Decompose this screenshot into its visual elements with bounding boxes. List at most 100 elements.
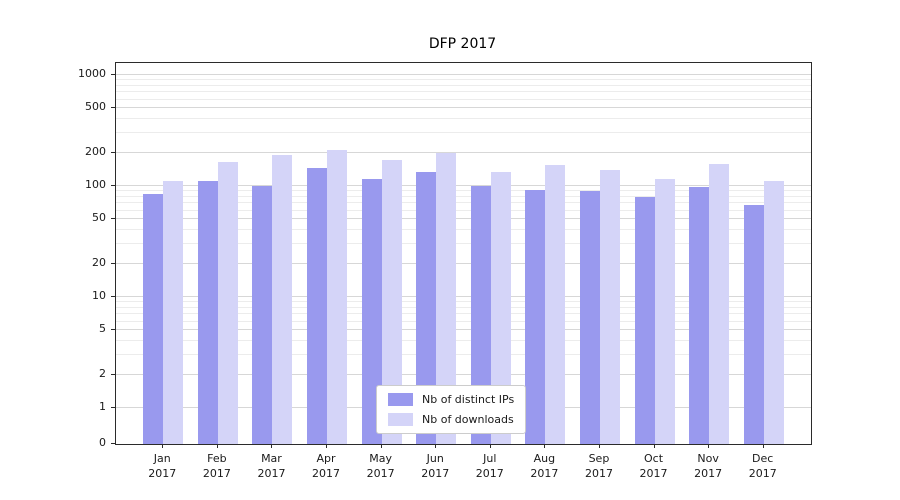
- bar-distinct-ips-sep: [579, 191, 600, 444]
- x-tick-mark: [326, 444, 328, 448]
- y-tick-label: 2: [99, 366, 106, 380]
- y-tick-label: 500: [85, 100, 106, 114]
- y-tick-mark: [111, 218, 115, 220]
- bar-downloads-nov: [709, 163, 730, 444]
- legend-label-downloads: Nb of downloads: [422, 413, 514, 426]
- x-tick-label-oct: Oct 2017: [639, 452, 668, 480]
- x-tick-mark: [544, 444, 546, 448]
- bar-distinct-ips-dec: [743, 204, 764, 444]
- y-tick-mark: [111, 107, 115, 109]
- x-tick-label-dec: Dec 2017: [748, 452, 777, 480]
- x-tick-label-jul: Jul 2017: [475, 452, 504, 480]
- bar-distinct-ips-may: [361, 179, 382, 444]
- gridline-major: [116, 107, 811, 109]
- bar-downloads-jan: [163, 181, 184, 444]
- legend: Nb of distinct IPs Nb of downloads: [376, 385, 527, 434]
- gridline-major: [116, 151, 811, 153]
- bar-downloads-aug: [545, 164, 566, 444]
- y-tick-mark: [111, 262, 115, 264]
- x-tick-label-nov: Nov 2017: [694, 452, 723, 480]
- y-tick-mark: [111, 443, 115, 444]
- y-tick-mark: [111, 407, 115, 408]
- x-tick-mark: [598, 444, 600, 448]
- gridline-minor: [116, 229, 811, 231]
- legend-swatch-downloads: [388, 413, 413, 426]
- legend-label-distinct-ips: Nb of distinct IPs: [422, 393, 515, 406]
- y-tick-label: 50: [92, 211, 106, 225]
- x-tick-mark: [216, 444, 218, 448]
- bar-downloads-apr: [327, 150, 348, 444]
- gridline-major: [116, 373, 811, 375]
- gridline-major: [116, 218, 811, 220]
- bar-downloads-feb: [217, 161, 238, 444]
- x-tick-label-jan: Jan 2017: [148, 452, 177, 480]
- x-tick-mark: [762, 444, 764, 448]
- bar-downloads-may: [381, 160, 402, 444]
- x-tick-label-jun: Jun 2017: [421, 452, 450, 480]
- y-tick-mark: [111, 296, 115, 297]
- x-tick-label-aug: Aug 2017: [530, 452, 559, 480]
- bar-downloads-sep: [599, 169, 620, 444]
- gridline-major: [116, 329, 811, 331]
- y-tick-label: 10: [92, 289, 106, 302]
- y-tick-label: 100: [85, 178, 106, 191]
- legend-swatch-distinct-ips: [388, 393, 413, 406]
- bar-distinct-ips-jul: [470, 186, 491, 444]
- bar-distinct-ips-apr: [307, 168, 328, 444]
- bar-distinct-ips-jun: [416, 171, 437, 444]
- x-tick-label-may: May 2017: [366, 452, 395, 480]
- gridline-minor: [116, 209, 811, 211]
- gridline-minor: [116, 354, 811, 356]
- x-tick-mark: [708, 444, 710, 448]
- y-tick-label: 20: [92, 255, 106, 269]
- bar-distinct-ips-feb: [197, 181, 218, 444]
- gridline-major: [116, 74, 811, 75]
- gridline-minor: [116, 243, 811, 245]
- x-tick-label-feb: Feb 2017: [202, 452, 231, 480]
- y-tick-mark: [111, 74, 115, 75]
- gridline-minor: [116, 91, 811, 93]
- bar-downloads-dec: [763, 180, 784, 444]
- bar-distinct-ips-oct: [634, 196, 655, 444]
- legend-item-distinct-ips: Nb of distinct IPs: [388, 393, 514, 406]
- x-tick-mark: [653, 444, 655, 448]
- x-tick-label-mar: Mar 2017: [257, 452, 286, 480]
- bar-distinct-ips-aug: [525, 190, 546, 444]
- gridline-major: [116, 296, 811, 297]
- plot-area: Nb of distinct IPs Nb of downloads: [115, 62, 812, 445]
- y-tick-mark: [111, 329, 115, 331]
- gridline-minor: [116, 84, 811, 86]
- bar-downloads-oct: [654, 179, 675, 444]
- chart-title: DFP 2017: [428, 36, 497, 52]
- gridline-minor: [116, 306, 811, 308]
- x-tick-mark: [380, 444, 382, 448]
- y-tick-label: 200: [85, 144, 106, 158]
- y-tick-label: 5: [99, 322, 106, 336]
- bar-downloads-jun: [436, 152, 457, 444]
- gridline-minor: [116, 118, 811, 120]
- y-axis: 0 1 2 5 10 20 50 100 200 500 1000: [0, 0, 115, 500]
- y-tick-label: 1000: [78, 67, 106, 80]
- y-tick-mark: [111, 185, 115, 186]
- gridline-minor: [116, 301, 811, 303]
- gridline-minor: [116, 190, 811, 192]
- y-tick-label: 0: [99, 436, 106, 449]
- bar-downloads-mar: [272, 155, 293, 444]
- x-tick-mark: [435, 444, 437, 448]
- x-tick-label-sep: Sep 2017: [584, 452, 613, 480]
- gridline-major: [116, 185, 811, 186]
- gridline-minor: [116, 98, 811, 100]
- legend-item-downloads: Nb of downloads: [388, 413, 514, 426]
- y-tick-mark: [111, 151, 115, 153]
- gridline-minor: [116, 132, 811, 134]
- gridline-minor: [116, 195, 811, 197]
- bar-downloads-jul: [490, 171, 511, 444]
- x-tick-mark: [271, 444, 273, 448]
- gridline-major: [116, 262, 811, 264]
- bar-distinct-ips-nov: [689, 187, 710, 444]
- gridline-minor: [116, 79, 811, 81]
- x-tick-mark: [162, 444, 164, 448]
- gridline-minor: [116, 340, 811, 342]
